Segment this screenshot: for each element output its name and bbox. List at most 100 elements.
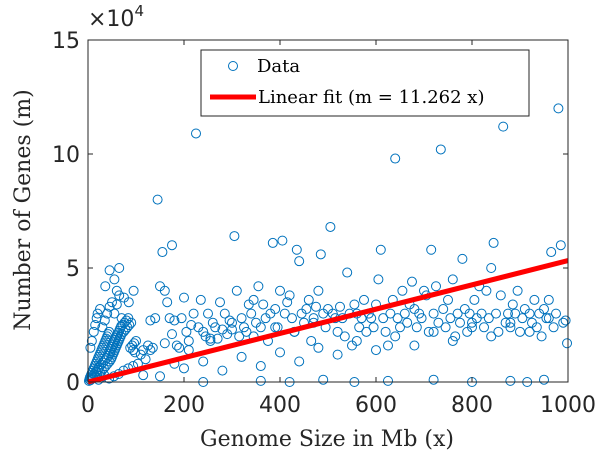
data-point bbox=[469, 294, 480, 305]
data-point bbox=[248, 294, 259, 305]
data-point bbox=[529, 294, 540, 305]
data-point bbox=[275, 285, 285, 296]
fit-line bbox=[87, 258, 569, 385]
x-tick-label: 400 bbox=[259, 393, 301, 418]
data-point bbox=[481, 285, 492, 296]
data-point bbox=[231, 285, 242, 296]
data-point bbox=[457, 253, 468, 264]
data-point bbox=[270, 322, 281, 333]
data-point bbox=[111, 299, 122, 310]
data-point bbox=[392, 313, 403, 324]
data-point bbox=[380, 326, 391, 337]
data-point bbox=[210, 322, 221, 333]
y-multiplier-base: ×10 bbox=[88, 7, 134, 32]
data-point bbox=[445, 313, 456, 324]
data-point bbox=[212, 333, 223, 344]
data-point bbox=[303, 294, 314, 305]
data-point bbox=[409, 340, 420, 351]
data-point bbox=[301, 304, 312, 315]
data-point bbox=[495, 290, 506, 301]
legend-data-marker bbox=[228, 61, 238, 71]
data-point bbox=[147, 342, 158, 353]
data-point bbox=[373, 274, 384, 285]
data-point bbox=[407, 276, 417, 287]
data-point bbox=[169, 315, 180, 326]
data-point bbox=[167, 240, 177, 251]
data-point bbox=[207, 317, 218, 328]
data-point bbox=[536, 331, 547, 342]
data-point bbox=[505, 375, 516, 386]
data-point bbox=[195, 294, 206, 305]
data-point bbox=[282, 297, 293, 308]
data-point bbox=[104, 265, 115, 276]
data-point bbox=[498, 121, 509, 132]
data-point bbox=[313, 285, 324, 296]
data-point bbox=[229, 231, 240, 242]
data-point bbox=[109, 274, 120, 285]
data-point bbox=[227, 324, 237, 335]
data-point bbox=[486, 263, 497, 273]
data-point bbox=[284, 290, 295, 301]
data-point bbox=[464, 308, 475, 319]
data-point bbox=[313, 342, 324, 353]
data-point bbox=[512, 285, 523, 296]
y-multiplier-exponent: 4 bbox=[134, 2, 144, 20]
data-point bbox=[539, 304, 549, 315]
data-point bbox=[126, 317, 137, 328]
data-point bbox=[227, 317, 237, 328]
data-point bbox=[183, 335, 194, 346]
data-point bbox=[431, 281, 441, 292]
data-point bbox=[479, 322, 489, 333]
data-point bbox=[366, 313, 377, 324]
data-point bbox=[86, 335, 97, 346]
data-point bbox=[277, 235, 288, 246]
data-point bbox=[191, 128, 201, 139]
data-point bbox=[198, 326, 209, 337]
data-point bbox=[255, 322, 266, 333]
data-point bbox=[505, 322, 516, 333]
data-point bbox=[90, 320, 101, 330]
data-point bbox=[416, 313, 427, 324]
data-point bbox=[390, 331, 401, 342]
data-point bbox=[325, 221, 336, 232]
data-point bbox=[155, 371, 165, 382]
data-point bbox=[188, 308, 199, 319]
data-point bbox=[162, 297, 173, 308]
data-point bbox=[123, 297, 134, 308]
data-point bbox=[491, 308, 501, 319]
data-point bbox=[450, 331, 461, 342]
data-point bbox=[399, 308, 410, 319]
data-point bbox=[100, 281, 111, 292]
data-point bbox=[452, 308, 463, 319]
y-multiplier-label: ×104 bbox=[88, 2, 144, 32]
data-point bbox=[517, 313, 528, 324]
data-point bbox=[275, 347, 285, 358]
data-point bbox=[85, 342, 96, 353]
data-point bbox=[143, 340, 153, 351]
data-point bbox=[198, 356, 209, 367]
x-axis-label: Genome Size in Mb (x) bbox=[200, 427, 454, 452]
data-point bbox=[219, 308, 230, 319]
data-point bbox=[510, 308, 521, 319]
data-point bbox=[486, 331, 497, 342]
data-point bbox=[541, 313, 552, 324]
data-point bbox=[390, 153, 401, 164]
x-tick-label: 200 bbox=[163, 393, 205, 418]
data-point bbox=[539, 374, 549, 385]
data-point bbox=[167, 329, 177, 340]
data-point bbox=[414, 308, 425, 319]
data-point bbox=[493, 326, 504, 337]
data-point bbox=[339, 331, 350, 342]
data-point bbox=[371, 345, 381, 356]
data-point bbox=[361, 326, 372, 337]
data-point bbox=[438, 304, 449, 315]
data-point bbox=[543, 313, 554, 324]
data-point bbox=[241, 326, 252, 337]
data-point bbox=[159, 285, 170, 296]
data-point bbox=[524, 326, 535, 337]
data-point bbox=[124, 320, 135, 330]
data-point bbox=[253, 281, 264, 292]
data-point bbox=[553, 103, 564, 114]
y-tick-label: 10 bbox=[52, 143, 80, 168]
